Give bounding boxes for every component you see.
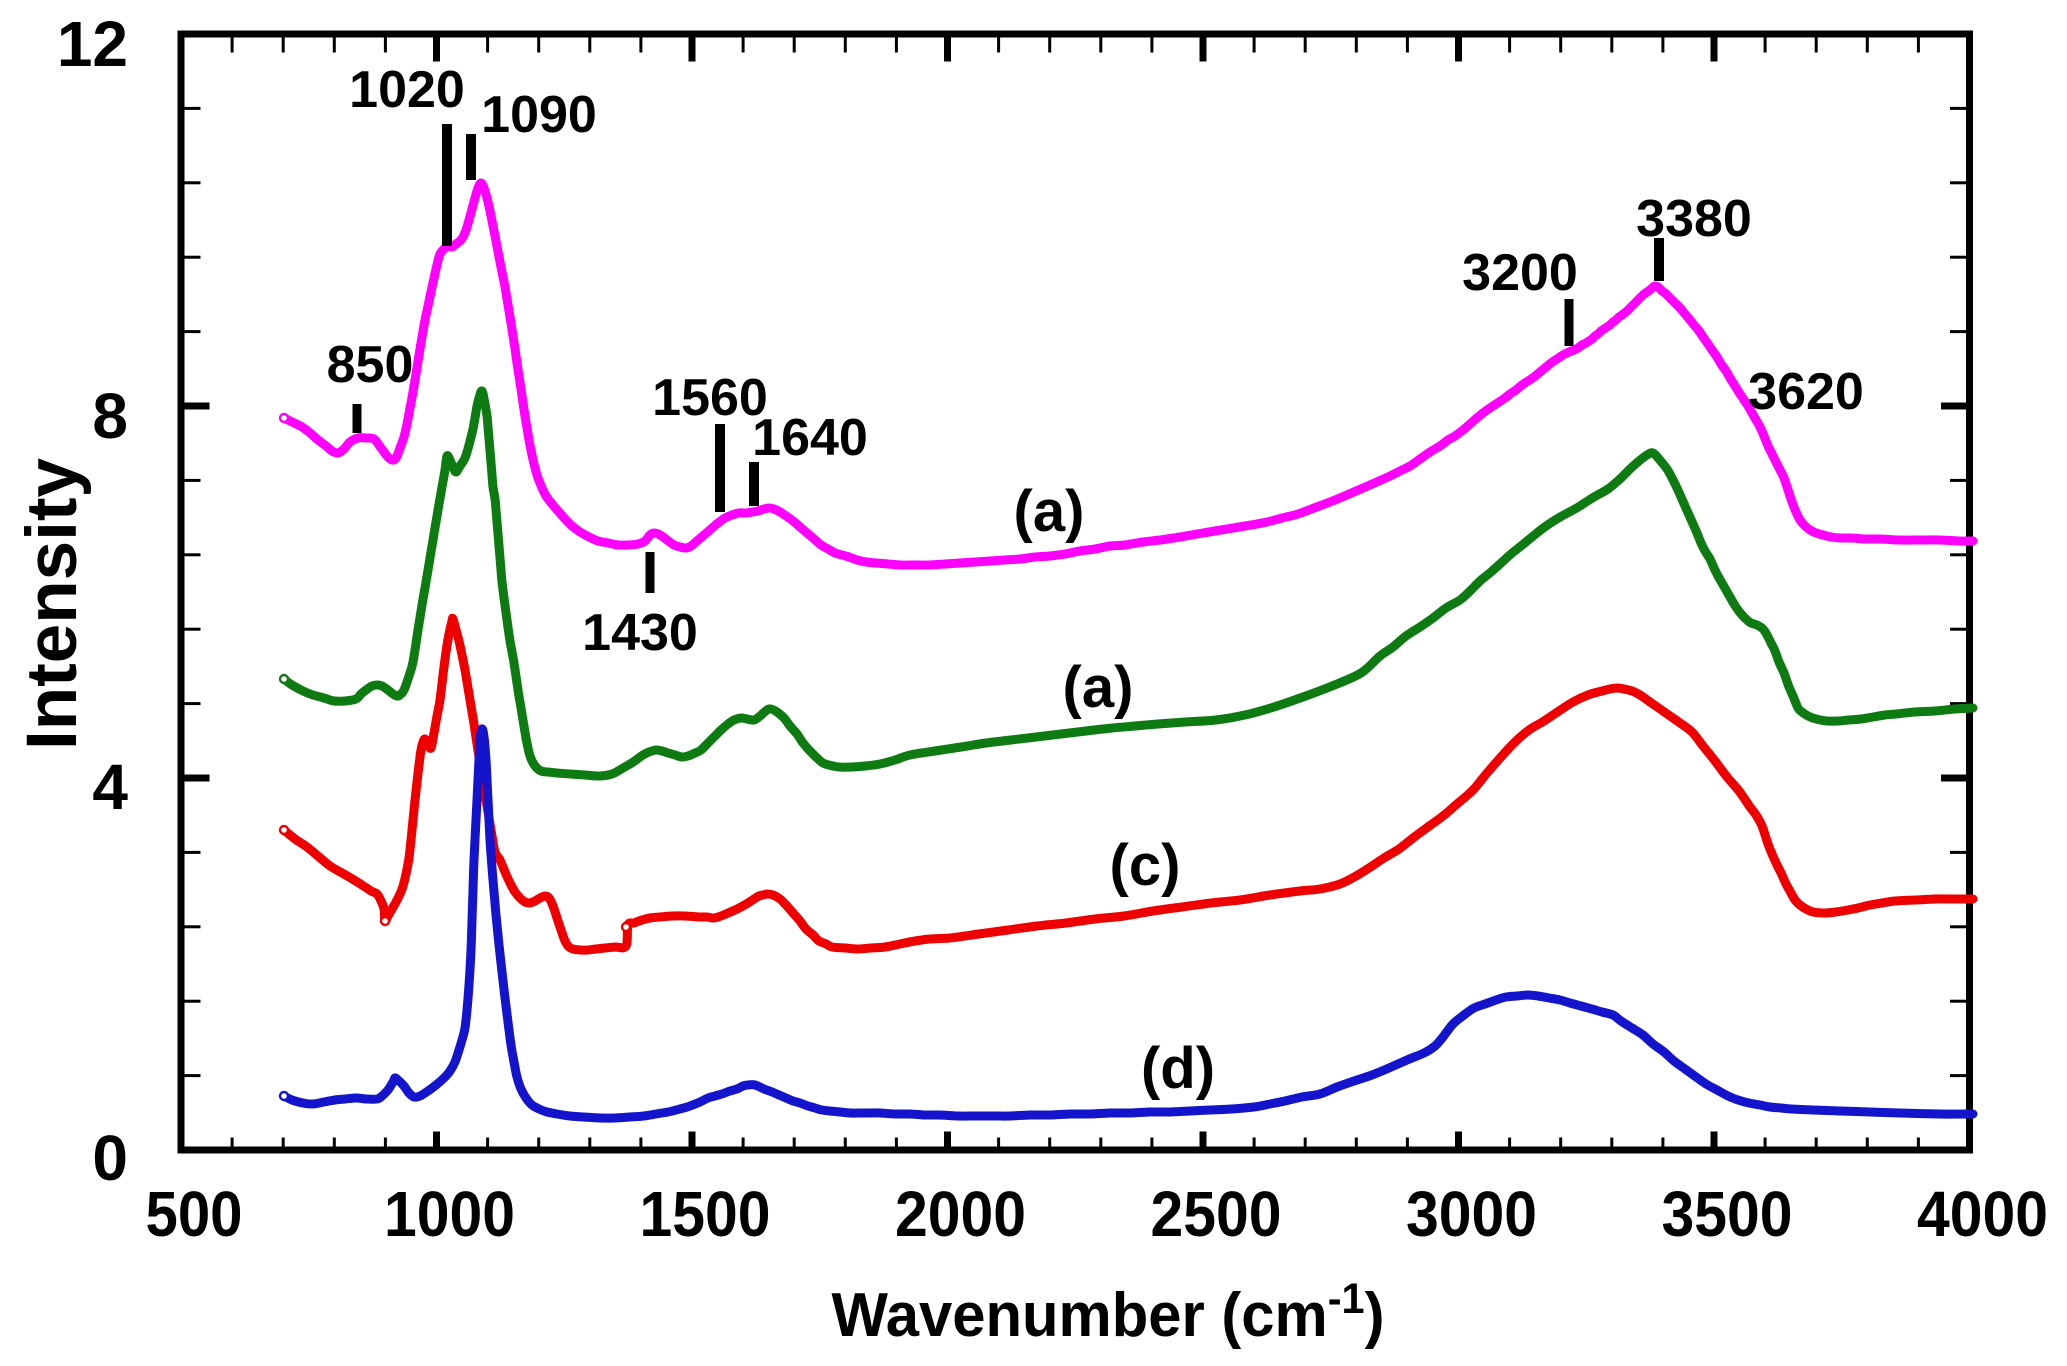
svg-text:0: 0 [92, 1122, 128, 1194]
svg-text:Wavenumber (cm-1): Wavenumber (cm-1) [832, 1275, 1385, 1350]
svg-text:3500: 3500 [1662, 1178, 1793, 1250]
svg-text:4: 4 [92, 751, 128, 823]
svg-text:1000: 1000 [384, 1178, 515, 1250]
svg-text:1430: 1430 [582, 604, 698, 662]
svg-text:(c): (c) [1110, 833, 1181, 898]
svg-text:(a): (a) [1014, 479, 1085, 544]
svg-text:1090: 1090 [481, 86, 597, 144]
svg-text:1500: 1500 [640, 1178, 771, 1250]
svg-text:(d): (d) [1141, 1036, 1215, 1101]
svg-text:1020: 1020 [349, 61, 465, 119]
svg-text:3200: 3200 [1462, 244, 1578, 302]
svg-text:850: 850 [327, 336, 414, 394]
svg-text:3000: 3000 [1406, 1178, 1537, 1250]
svg-text:(a): (a) [1063, 655, 1134, 720]
svg-text:1560: 1560 [652, 369, 768, 427]
svg-text:4000: 4000 [1917, 1178, 2048, 1250]
svg-text:3620: 3620 [1748, 363, 1864, 421]
svg-text:Intensity: Intensity [13, 458, 92, 750]
svg-text:1640: 1640 [752, 409, 868, 467]
svg-text:12: 12 [57, 8, 128, 80]
svg-text:8: 8 [92, 380, 128, 452]
svg-text:3380: 3380 [1636, 190, 1752, 248]
svg-text:2500: 2500 [1151, 1178, 1282, 1250]
svg-text:2000: 2000 [895, 1178, 1026, 1250]
svg-text:500: 500 [146, 1178, 243, 1250]
